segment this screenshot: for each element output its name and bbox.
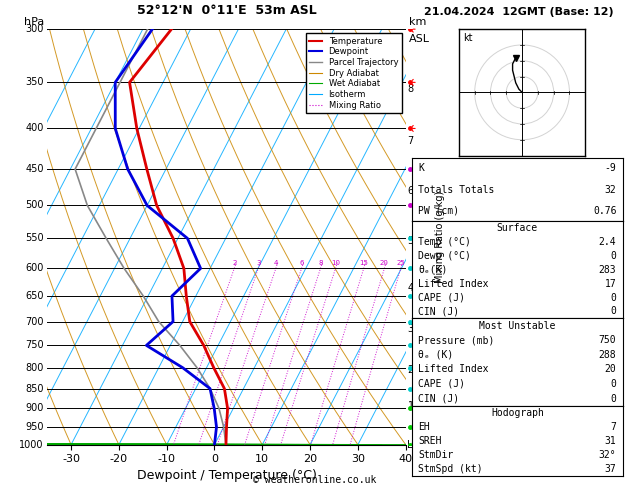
- Text: 0: 0: [611, 394, 616, 403]
- Text: 10: 10: [331, 260, 340, 266]
- Text: Most Unstable: Most Unstable: [479, 321, 555, 330]
- Text: 6: 6: [299, 260, 304, 266]
- Text: Surface: Surface: [497, 223, 538, 233]
- Text: CIN (J): CIN (J): [418, 394, 459, 403]
- Text: Pressure (mb): Pressure (mb): [418, 335, 494, 345]
- Text: Mixing Ratio (g/kg): Mixing Ratio (g/kg): [435, 191, 445, 283]
- Text: 2: 2: [408, 365, 414, 375]
- Text: 32: 32: [604, 185, 616, 194]
- Text: 2.4: 2.4: [599, 237, 616, 247]
- Text: 288: 288: [599, 350, 616, 360]
- Text: 283: 283: [599, 265, 616, 275]
- Text: -9: -9: [604, 163, 616, 174]
- Text: Hodograph: Hodograph: [491, 408, 544, 418]
- Text: StmSpd (kt): StmSpd (kt): [418, 464, 483, 474]
- Text: 900: 900: [25, 403, 43, 413]
- Text: 4: 4: [274, 260, 278, 266]
- Text: SREH: SREH: [418, 436, 442, 446]
- Text: 15: 15: [359, 260, 368, 266]
- Text: 4: 4: [408, 283, 414, 293]
- Text: 1000: 1000: [19, 440, 43, 450]
- Text: CAPE (J): CAPE (J): [418, 293, 465, 302]
- Text: 17: 17: [604, 278, 616, 289]
- Text: 3: 3: [408, 324, 414, 334]
- Text: CAPE (J): CAPE (J): [418, 379, 465, 389]
- Text: 800: 800: [25, 363, 43, 373]
- Text: 20: 20: [604, 364, 616, 374]
- Text: 5: 5: [408, 237, 414, 246]
- Text: 550: 550: [25, 233, 43, 243]
- Text: 3: 3: [256, 260, 260, 266]
- Text: 0: 0: [611, 293, 616, 302]
- Text: θₑ(K): θₑ(K): [418, 265, 448, 275]
- Text: 450: 450: [25, 164, 43, 174]
- Text: 300: 300: [25, 24, 43, 34]
- Text: 0: 0: [611, 251, 616, 261]
- Text: 850: 850: [25, 383, 43, 394]
- Legend: Temperature, Dewpoint, Parcel Trajectory, Dry Adiabat, Wet Adiabat, Isotherm, Mi: Temperature, Dewpoint, Parcel Trajectory…: [306, 34, 401, 113]
- Text: θₑ (K): θₑ (K): [418, 350, 454, 360]
- Text: 600: 600: [25, 263, 43, 274]
- Text: 7: 7: [611, 422, 616, 432]
- Text: 21.04.2024  12GMT (Base: 12): 21.04.2024 12GMT (Base: 12): [424, 7, 614, 17]
- Text: Totals Totals: Totals Totals: [418, 185, 494, 194]
- Text: 31: 31: [604, 436, 616, 446]
- Text: 37: 37: [604, 464, 616, 474]
- Text: 6: 6: [408, 186, 414, 196]
- Text: hPa: hPa: [24, 17, 44, 27]
- Text: km: km: [409, 17, 426, 27]
- Text: EH: EH: [418, 422, 430, 432]
- Text: 52°12'N  0°11'E  53m ASL: 52°12'N 0°11'E 53m ASL: [136, 4, 316, 17]
- Text: 0: 0: [611, 306, 616, 316]
- Text: 25: 25: [396, 260, 405, 266]
- Text: 7: 7: [408, 136, 414, 146]
- Text: 32°: 32°: [599, 450, 616, 460]
- Text: K: K: [418, 163, 424, 174]
- Text: © weatheronline.co.uk: © weatheronline.co.uk: [253, 474, 376, 485]
- Text: 1: 1: [408, 401, 414, 412]
- Text: 750: 750: [599, 335, 616, 345]
- Text: 8: 8: [318, 260, 323, 266]
- Text: 350: 350: [25, 77, 43, 87]
- Text: ASL: ASL: [409, 34, 430, 44]
- Text: 650: 650: [25, 291, 43, 301]
- Text: 2: 2: [232, 260, 237, 266]
- Text: LCL: LCL: [408, 440, 425, 450]
- X-axis label: Dewpoint / Temperature (°C): Dewpoint / Temperature (°C): [136, 469, 316, 482]
- Text: 500: 500: [25, 200, 43, 210]
- Text: kt: kt: [463, 33, 472, 43]
- Text: 950: 950: [25, 422, 43, 432]
- Text: Temp (°C): Temp (°C): [418, 237, 471, 247]
- Text: 0.76: 0.76: [593, 206, 616, 216]
- Text: Lifted Index: Lifted Index: [418, 278, 489, 289]
- Text: Dewp (°C): Dewp (°C): [418, 251, 471, 261]
- Text: 750: 750: [25, 340, 43, 350]
- Text: StmDir: StmDir: [418, 450, 454, 460]
- Text: 700: 700: [25, 316, 43, 327]
- Text: 20: 20: [380, 260, 389, 266]
- Text: CIN (J): CIN (J): [418, 306, 459, 316]
- Text: Lifted Index: Lifted Index: [418, 364, 489, 374]
- Text: 0: 0: [611, 379, 616, 389]
- Text: PW (cm): PW (cm): [418, 206, 459, 216]
- Text: 8: 8: [408, 84, 414, 94]
- Text: 400: 400: [25, 123, 43, 134]
